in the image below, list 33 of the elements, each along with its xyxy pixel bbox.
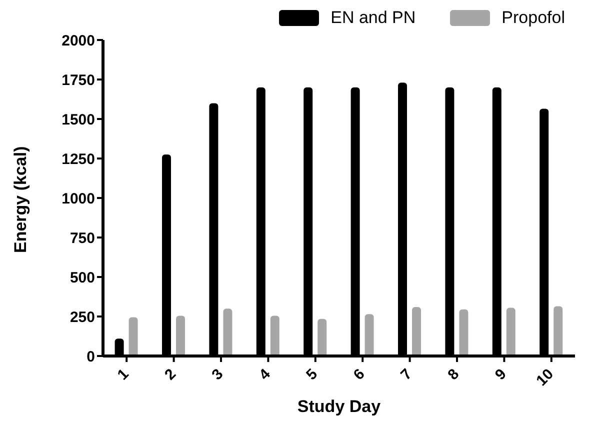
y-tick-label: 1750 (62, 72, 95, 89)
bar (554, 306, 563, 356)
bar (506, 308, 516, 356)
y-tick-label: 1250 (62, 150, 95, 168)
y-tick-label: 0 (86, 348, 95, 366)
y-tick-label: 750 (70, 230, 95, 247)
x-tick-label: 10 (533, 366, 558, 390)
y-tick-label: 2000 (62, 32, 95, 50)
bar (318, 318, 327, 356)
x-tick-label: 5 (303, 366, 322, 384)
y-axis-title: Energy (kcal) (11, 146, 30, 253)
x-tick-label: 1 (114, 366, 132, 384)
x-tick-label: 7 (398, 366, 416, 384)
bar (459, 309, 468, 356)
x-tick-label: 3 (208, 366, 227, 384)
y-tick-label: 500 (70, 269, 95, 286)
y-tick-label: 1500 (62, 111, 95, 128)
bar (270, 316, 280, 356)
y-tick-label: 1000 (62, 190, 95, 208)
x-tick-label: 9 (492, 366, 510, 384)
bar (223, 308, 232, 356)
bar (128, 317, 138, 356)
x-tick-label: 6 (350, 366, 368, 384)
bar (176, 316, 185, 356)
bar (364, 314, 374, 356)
x-tick-label: 8 (444, 366, 463, 384)
legend-label: Propofol (502, 8, 565, 28)
y-tick-label: 250 (70, 308, 95, 326)
x-axis-title: Study Day (297, 397, 382, 416)
x-tick-label: 2 (162, 366, 180, 384)
legend-label: EN and PN (330, 8, 416, 28)
x-tick-label: 4 (256, 365, 274, 384)
bar (412, 307, 421, 356)
